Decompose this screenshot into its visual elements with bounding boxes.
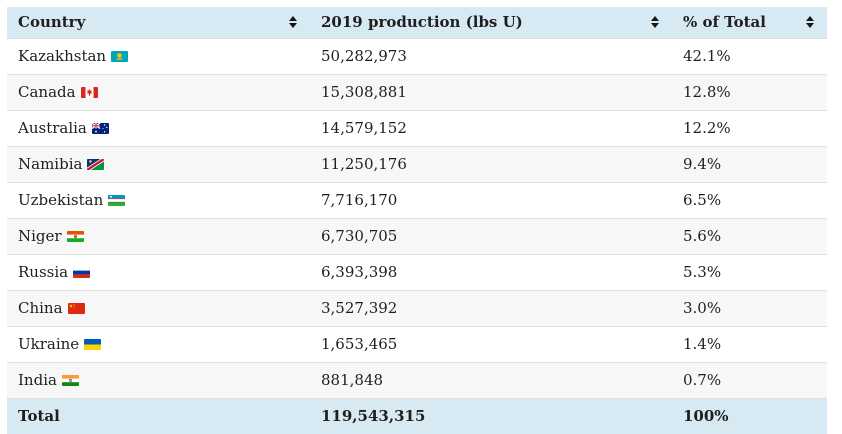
total-percent: 100% [672, 399, 827, 434]
percent-cell: 42.1% [672, 39, 827, 75]
country-cell: India [7, 363, 310, 399]
country-label: Uzbekistan [18, 191, 103, 209]
country-label: Australia [18, 119, 87, 137]
header-production[interactable]: 2019 production (lbs U) [310, 7, 672, 39]
uzbekistan-flag [108, 195, 125, 206]
country-cell: Niger [7, 219, 310, 255]
production-cell: 7,716,170 [310, 183, 672, 219]
country-cell: Australia [7, 111, 310, 147]
production-cell: 50,282,973 [310, 39, 672, 75]
sort-icon[interactable] [289, 16, 297, 28]
header-row: Country 2019 production (lbs U) % of Tot… [7, 7, 827, 39]
country-cell: Canada [7, 75, 310, 111]
header-percent-label: % of Total [683, 13, 766, 31]
country-label: Canada [18, 83, 76, 101]
production-cell: 14,579,152 [310, 111, 672, 147]
percent-cell: 3.0% [672, 291, 827, 327]
header-production-label: 2019 production (lbs U) [321, 13, 523, 31]
niger-flag [67, 231, 84, 242]
table-header: Country 2019 production (lbs U) % of Tot… [7, 7, 827, 39]
country-cell: Russia [7, 255, 310, 291]
production-cell: 15,308,881 [310, 75, 672, 111]
country-cell: Namibia [7, 147, 310, 183]
india-flag [62, 375, 79, 386]
country-label: Namibia [18, 155, 82, 173]
header-percent[interactable]: % of Total [672, 7, 827, 39]
percent-cell: 0.7% [672, 363, 827, 399]
percent-cell: 12.2% [672, 111, 827, 147]
header-country[interactable]: Country [7, 7, 310, 39]
production-cell: 6,393,398 [310, 255, 672, 291]
percent-cell: 1.4% [672, 327, 827, 363]
total-label: Total [7, 399, 310, 434]
table-footer: Total 119,543,315 100% [7, 399, 827, 434]
percent-cell: 6.5% [672, 183, 827, 219]
country-cell: China [7, 291, 310, 327]
production-cell: 881,848 [310, 363, 672, 399]
production-cell: 1,653,465 [310, 327, 672, 363]
percent-cell: 5.6% [672, 219, 827, 255]
china-flag [68, 303, 85, 314]
sort-icon[interactable] [651, 16, 659, 28]
country-cell: Ukraine [7, 327, 310, 363]
percent-cell: 5.3% [672, 255, 827, 291]
percent-cell: 9.4% [672, 147, 827, 183]
canada-flag [81, 87, 98, 98]
namibia-flag [87, 159, 104, 170]
total-row: Total 119,543,315 100% [7, 399, 827, 434]
country-label: Ukraine [18, 335, 79, 353]
header-country-label: Country [18, 13, 85, 31]
ukraine-flag [84, 339, 101, 350]
production-cell: 3,527,392 [310, 291, 672, 327]
australia-flag [92, 123, 109, 134]
production-table: Country 2019 production (lbs U) % of Tot… [7, 7, 827, 434]
country-label: China [18, 299, 63, 317]
country-label: Niger [18, 227, 62, 245]
kazakhstan-flag [111, 51, 128, 62]
total-production: 119,543,315 [310, 399, 672, 434]
country-label: India [18, 371, 57, 389]
production-cell: 6,730,705 [310, 219, 672, 255]
country-cell: Uzbekistan [7, 183, 310, 219]
russia-flag [73, 267, 90, 278]
country-label: Russia [18, 263, 68, 281]
country-cell: Kazakhstan [7, 39, 310, 75]
country-label: Kazakhstan [18, 47, 106, 65]
percent-cell: 12.8% [672, 75, 827, 111]
sort-icon[interactable] [806, 16, 814, 28]
production-cell: 11,250,176 [310, 147, 672, 183]
